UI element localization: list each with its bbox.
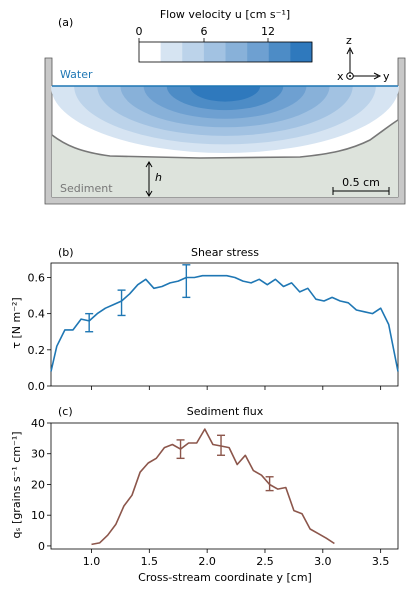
chart-b-ytick-label: 0.6 bbox=[28, 271, 46, 284]
colorbar-segment-1 bbox=[160, 42, 183, 62]
colorbar-segment-0 bbox=[139, 42, 161, 62]
chart-c-xtick-label: 1.5 bbox=[141, 555, 159, 568]
colorbar-segment-5 bbox=[247, 42, 270, 62]
tank-walls bbox=[44, 57, 406, 205]
panel-a-label: (a) bbox=[58, 16, 73, 29]
colorbar-segment-3 bbox=[203, 42, 226, 62]
sediment-flux-chart: 0 10 20 30 40 1.0 1.5 2.0 2.5 3.0 3.5 bbox=[31, 417, 399, 568]
chart-b-ytick-label: 0.2 bbox=[28, 344, 46, 357]
chart-c-xtick-label: 2.0 bbox=[198, 555, 216, 568]
chart-c-ytick-label: 40 bbox=[31, 417, 45, 430]
chart-b-ytick-label: 0.0 bbox=[28, 380, 46, 393]
chart-c-ytick-label: 0 bbox=[38, 540, 45, 553]
chart-c-ytick-label: 20 bbox=[31, 478, 45, 491]
panel-b-ylabel: τ [N m⁻²] bbox=[10, 297, 23, 348]
chart-c-xtick-label: 3.5 bbox=[372, 555, 390, 568]
velocity-contours bbox=[51, 86, 399, 153]
chart-c-frame bbox=[50, 422, 399, 550]
chart-c-series-line bbox=[91, 428, 335, 546]
colorbar-segment-7 bbox=[290, 42, 313, 62]
chart-c-xtick-label: 1.0 bbox=[83, 555, 101, 568]
h-label: h bbox=[155, 171, 162, 184]
h-arrow bbox=[145, 161, 153, 197]
panel-c-label: (c) bbox=[58, 405, 73, 418]
chart-c-xtick-label: 3.0 bbox=[314, 555, 332, 568]
chart-b-error-bar-0 bbox=[85, 312, 94, 333]
chart-b-error-bar-1 bbox=[117, 289, 126, 317]
colorbar-frame bbox=[138, 41, 313, 63]
panel-c-ylabel: qₛ [grains s⁻¹ cm⁻¹] bbox=[10, 431, 23, 538]
chart-b-frame bbox=[50, 262, 399, 387]
bed-line bbox=[51, 119, 399, 159]
axis-y-label: y bbox=[383, 70, 390, 83]
panel-c-title: Sediment flux bbox=[187, 405, 264, 418]
shear-stress-chart: 0.0 0.2 0.4 0.6 bbox=[28, 262, 399, 393]
colorbar-segment-6 bbox=[268, 42, 291, 62]
chart-c-error-bar-0 bbox=[176, 439, 185, 460]
scale-label: 0.5 cm bbox=[342, 176, 380, 189]
colorbar-segment-4 bbox=[225, 42, 248, 62]
colorbar-tick-label-0: 0 bbox=[136, 25, 143, 38]
colorbar-tick-label-12: 12 bbox=[261, 25, 275, 38]
coordinate-axes-icon bbox=[346, 46, 382, 80]
panel-c-xlabel: Cross-stream coordinate y [cm] bbox=[138, 571, 312, 584]
chart-b-error-bar-2 bbox=[182, 264, 191, 299]
chart-b-ytick-label: 0.4 bbox=[28, 308, 46, 321]
colorbar-title: Flow velocity u [cm s⁻¹] bbox=[160, 8, 290, 21]
scale-bar bbox=[332, 187, 390, 195]
panel-b-label: (b) bbox=[58, 246, 74, 259]
velocity-contour-7 bbox=[189, 86, 261, 102]
chart-c-error-bar-2 bbox=[265, 476, 274, 492]
chart-c-xtick-label: 2.5 bbox=[256, 555, 274, 568]
chart-c-error-bar-1 bbox=[217, 434, 226, 456]
panel-a: (a) Flow velocity u [cm s⁻¹] 0 6 12 Wate… bbox=[44, 8, 406, 205]
panel-b: (b) Shear stress τ [N m⁻²] 0.0 0.2 0.4 0.6 bbox=[10, 246, 399, 393]
colorbar-segment-2 bbox=[182, 42, 205, 62]
colorbar-tick-label-6: 6 bbox=[201, 25, 208, 38]
sediment-label: Sediment bbox=[60, 182, 113, 195]
panel-c: (c) Sediment flux qₛ [grains s⁻¹ cm⁻¹] C… bbox=[10, 405, 399, 584]
panel-b-title: Shear stress bbox=[191, 246, 259, 259]
water-label: Water bbox=[60, 68, 93, 81]
chart-c-ytick-label: 10 bbox=[31, 509, 45, 522]
chart-c-ytick-label: 30 bbox=[31, 448, 45, 461]
axis-x-label: x bbox=[337, 70, 344, 83]
colorbar bbox=[139, 42, 313, 62]
axis-z-label: z bbox=[346, 34, 352, 47]
chart-b-series-line bbox=[50, 274, 399, 372]
